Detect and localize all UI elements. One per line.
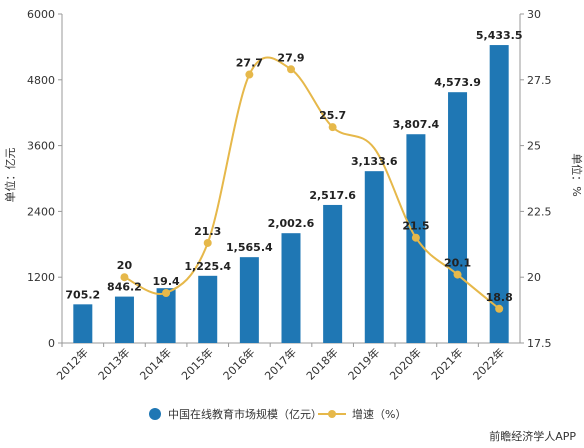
x-tick-label: 2015年 xyxy=(178,345,215,382)
right-tick-label: 22.5 xyxy=(527,205,552,218)
left-tick-label: 2400 xyxy=(27,205,55,218)
x-tick-label: 2020年 xyxy=(387,345,424,382)
x-tick-label: 2019年 xyxy=(345,345,382,382)
bar-data-label: 705.2 xyxy=(65,288,100,301)
bar-data-label: 3,133.6 xyxy=(351,155,398,168)
bar xyxy=(323,204,343,343)
line-point xyxy=(328,123,337,132)
bar xyxy=(281,233,301,343)
right-tick-label: 20 xyxy=(527,271,541,284)
line-point xyxy=(287,65,295,74)
line-data-label: 19.4 xyxy=(153,275,180,288)
line-data-label: 20.1 xyxy=(444,257,471,270)
bar-data-label: 846.2 xyxy=(107,281,142,294)
right-axis-title: 单位：% xyxy=(570,153,584,196)
bar-data-label: 4,573.9 xyxy=(434,76,481,89)
left-tick-label: 0 xyxy=(48,337,55,350)
right-tick-label: 25 xyxy=(527,140,541,153)
bar-data-label: 1,565.4 xyxy=(226,241,273,254)
line-data-label: 21.3 xyxy=(194,225,221,238)
bar xyxy=(239,257,259,343)
bar xyxy=(73,304,93,343)
legend-bar-marker xyxy=(149,408,161,420)
left-tick-label: 4800 xyxy=(27,74,55,87)
line-data-label: 21.5 xyxy=(402,220,429,233)
x-tick-label: 2016年 xyxy=(220,345,257,382)
legend-line-marker xyxy=(328,410,336,418)
left-axis-title: 单位：亿元 xyxy=(3,148,17,203)
right-tick-label: 27.5 xyxy=(527,74,552,87)
bar-data-label: 2,517.6 xyxy=(309,189,356,202)
x-tick-label: 2022年 xyxy=(470,345,507,382)
legend-bar-label: 中国在线教育市场规模（亿元） xyxy=(168,407,322,421)
line-data-label: 18.8 xyxy=(486,291,513,304)
bar-series xyxy=(73,45,509,344)
line-series xyxy=(120,56,504,313)
legend-line-label: 增速（%） xyxy=(352,407,406,421)
x-tick-label: 2013年 xyxy=(95,345,132,382)
line-point xyxy=(120,273,129,282)
line-point xyxy=(411,233,420,242)
line-point xyxy=(495,304,504,313)
x-tick-label: 2017年 xyxy=(262,345,299,382)
watermark-text: 前瞻经济学人APP xyxy=(489,429,576,443)
bar xyxy=(156,288,176,343)
bar xyxy=(114,296,134,343)
x-tick-label: 2012年 xyxy=(53,345,90,382)
bar xyxy=(489,45,509,344)
bar-data-label: 5,433.5 xyxy=(476,29,523,42)
bar-data-label: 1,225.4 xyxy=(184,260,231,273)
left-tick-label: 1200 xyxy=(27,271,55,284)
line-point xyxy=(453,270,462,279)
line-data-label: 25.7 xyxy=(319,109,346,122)
line-point xyxy=(203,238,212,247)
bar xyxy=(364,171,384,343)
bar-data-label: 2,002.6 xyxy=(268,217,315,230)
line-data-label: 20 xyxy=(117,259,133,272)
data-labels: 705.2 846.2 1,225.4 1,565.4 2,002.6 2,517.6 3,… xyxy=(65,29,522,304)
growth-line xyxy=(124,56,500,310)
right-tick-label: 17.5 xyxy=(527,337,552,350)
line-point xyxy=(245,70,254,79)
bar xyxy=(448,92,468,343)
line-point xyxy=(162,288,171,297)
line-data-label: 27.7 xyxy=(236,57,263,70)
left-tick-label: 3600 xyxy=(27,140,55,153)
x-tick-label: 2021年 xyxy=(428,345,465,382)
legend: 中国在线教育市场规模（亿元） 增速（%） xyxy=(149,407,406,421)
bar-data-label: 3,807.4 xyxy=(393,118,440,131)
left-tick-label: 6000 xyxy=(27,8,55,21)
line-data-label: 27.9 xyxy=(277,51,304,64)
x-tick-label: 2018年 xyxy=(303,345,340,382)
x-tick-label: 2014年 xyxy=(137,345,174,382)
right-tick-label: 30 xyxy=(527,8,541,21)
bar xyxy=(198,275,218,343)
